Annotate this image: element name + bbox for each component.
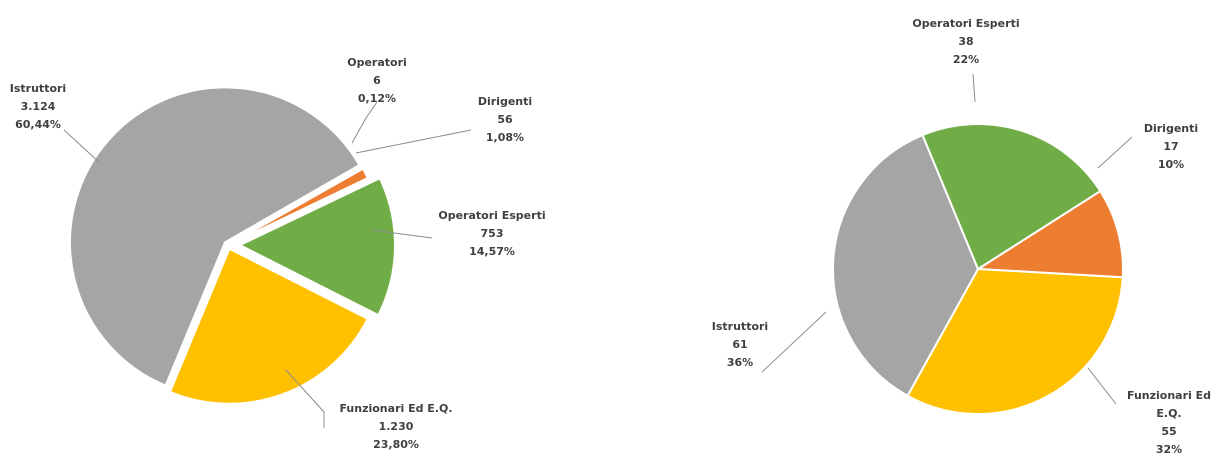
data-label-dirigenti: Dirigenti 17 10% bbox=[1144, 122, 1198, 171]
leader-line-funzionari-ed-e-q bbox=[1087, 367, 1117, 405]
data-label-line: Operatori bbox=[347, 56, 407, 69]
leader-line-dirigenti bbox=[1097, 136, 1133, 169]
pie-chart-left: Operatori 6 0,12% Dirigenti 56 1,08% Operatori… bbox=[10, 56, 546, 451]
data-label-line: 753 bbox=[481, 227, 504, 240]
data-label-line: 36% bbox=[727, 356, 753, 369]
data-label-line: 10% bbox=[1158, 158, 1184, 171]
data-label-line: 1,08% bbox=[486, 131, 524, 144]
data-label-funzionari-ed-e-q: Funzionari Ed E.Q. 55 32% bbox=[1127, 389, 1211, 456]
leader-line-operatori-esperti bbox=[371, 229, 433, 239]
data-label-funzionari-ed-e-q: Funzionari Ed E.Q. 1.230 23,80% bbox=[339, 402, 452, 451]
data-label-operatori: Operatori 6 0,12% bbox=[347, 56, 407, 105]
pie-chart-right: Dirigenti 17 10% Funzionari Ed E.Q. 55 32% Istr… bbox=[712, 17, 1211, 456]
data-label-line: 56 bbox=[497, 113, 513, 126]
data-label-line: 61 bbox=[732, 338, 747, 351]
leader-line-operatori bbox=[351, 101, 378, 144]
data-label-line: Funzionari Ed bbox=[1127, 389, 1211, 402]
data-label-line: 32% bbox=[1156, 443, 1182, 456]
data-label-line: Operatori Esperti bbox=[912, 17, 1019, 30]
data-label-line: Istruttori bbox=[712, 320, 768, 333]
pie-slice-dirigenti bbox=[974, 189, 1124, 279]
data-label-istruttori: Istruttori 3.124 60,44% bbox=[10, 82, 66, 131]
data-label-line: 22% bbox=[953, 53, 979, 66]
data-label-line: 0,12% bbox=[358, 92, 396, 105]
pie-slice-dirigenti bbox=[227, 167, 370, 246]
pie-slice-funzionari-ed-e-q bbox=[168, 247, 370, 405]
data-label-line: Dirigenti bbox=[478, 95, 532, 108]
pie-slice-funzionari-ed-e-q bbox=[906, 267, 1124, 415]
data-label-line: 6 bbox=[373, 74, 381, 87]
data-label-line: Istruttori bbox=[10, 82, 66, 95]
pie-slice-operatori-esperti bbox=[921, 123, 1102, 271]
pie-slice-operatori-esperti bbox=[237, 176, 396, 317]
data-label-line: 55 bbox=[1161, 425, 1176, 438]
data-label-dirigenti: Dirigenti 56 1,08% bbox=[478, 95, 532, 144]
data-label-line: Dirigenti bbox=[1144, 122, 1198, 135]
data-label-line: 23,80% bbox=[373, 438, 419, 451]
data-label-line: 38 bbox=[958, 35, 973, 48]
pie-slice-istruttori bbox=[69, 86, 361, 387]
data-label-line: 17 bbox=[1163, 140, 1178, 153]
data-label-operatori-esperti: Operatori Esperti 753 14,57% bbox=[438, 209, 545, 258]
data-label-line: Operatori Esperti bbox=[438, 209, 545, 222]
leader-line-dirigenti bbox=[355, 129, 472, 154]
data-label-line: 1.230 bbox=[379, 420, 414, 433]
data-label-line: 60,44% bbox=[15, 118, 61, 131]
leader-line-istruttori bbox=[761, 311, 827, 373]
leader-line-operatori-esperti bbox=[972, 73, 976, 103]
leader-line-funzionari-ed-e-q bbox=[285, 369, 325, 428]
data-label-line: Funzionari Ed E.Q. bbox=[339, 402, 452, 415]
data-label-line: 14,57% bbox=[469, 245, 515, 258]
data-label-istruttori: Istruttori 61 36% bbox=[712, 320, 768, 369]
data-label-operatori-esperti: Operatori Esperti 38 22% bbox=[912, 17, 1019, 66]
data-label-line: 3.124 bbox=[21, 100, 56, 113]
leader-line-istruttori bbox=[63, 129, 101, 164]
pie-slice-istruttori bbox=[832, 133, 980, 398]
data-label-line: E.Q. bbox=[1156, 407, 1181, 420]
